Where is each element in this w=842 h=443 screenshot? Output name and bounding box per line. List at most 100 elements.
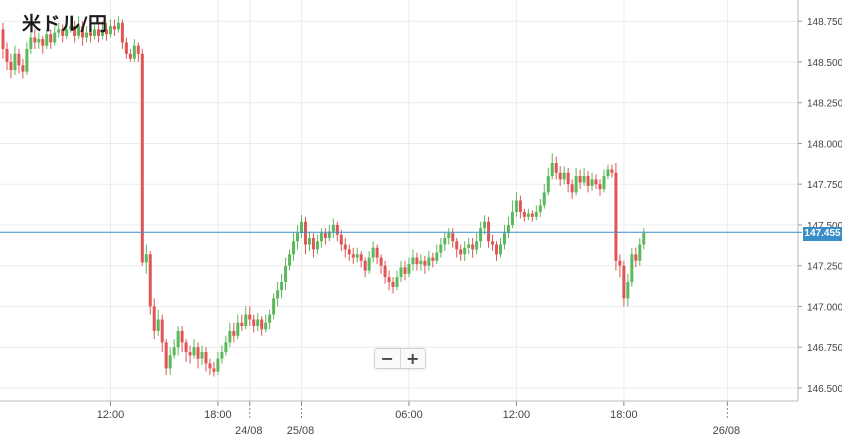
candle-body xyxy=(144,254,148,263)
current-price-label: 147.455 xyxy=(803,227,842,241)
candle-body xyxy=(132,45,136,59)
candle-body xyxy=(17,53,21,66)
candle-body xyxy=(1,29,5,49)
candle-body xyxy=(347,249,351,255)
candle-body xyxy=(21,65,25,72)
candle-body xyxy=(407,264,411,274)
candle-body xyxy=(499,244,502,255)
candle-body xyxy=(483,221,487,229)
candle-body xyxy=(97,29,101,36)
candle-body xyxy=(208,363,212,369)
candle-body xyxy=(375,247,379,258)
candle-body xyxy=(538,205,542,212)
candle-body xyxy=(65,29,69,36)
candle-body xyxy=(45,34,49,46)
candle-body xyxy=(172,347,176,356)
y-tick-label: 148.250 xyxy=(807,99,842,110)
candle-body xyxy=(311,237,315,250)
candle-body xyxy=(292,241,296,255)
candle-body xyxy=(411,257,415,265)
x-date-label: 26/08 xyxy=(713,425,741,437)
candle-body xyxy=(491,241,495,245)
candle-body xyxy=(558,172,562,180)
candle-body xyxy=(220,352,224,359)
candle-body xyxy=(582,176,586,183)
candle-body xyxy=(630,254,634,283)
candle-body xyxy=(148,254,152,307)
candle-body xyxy=(343,244,347,250)
x-tick-label: 12:00 xyxy=(503,409,531,421)
candle-body xyxy=(327,231,331,238)
zoom-out-button[interactable]: − xyxy=(380,349,394,368)
candle-body xyxy=(104,29,108,35)
candle-body xyxy=(216,358,220,372)
candle-body xyxy=(152,306,156,331)
candle-body xyxy=(196,347,200,359)
candle-body xyxy=(192,347,196,356)
candle-body xyxy=(204,352,208,364)
candle-body xyxy=(475,241,479,250)
candle-body xyxy=(264,322,268,330)
candle-body xyxy=(244,314,248,327)
candle-body xyxy=(248,314,252,320)
y-tick-label: 147.000 xyxy=(807,302,842,313)
candle-body xyxy=(53,32,57,43)
candle-body xyxy=(598,184,602,190)
candle-body xyxy=(224,342,228,353)
candle-body xyxy=(240,322,244,327)
candle-body xyxy=(622,265,626,299)
candle-body xyxy=(300,221,303,234)
candle-body xyxy=(124,42,128,54)
candle-body xyxy=(29,37,33,49)
candle-body xyxy=(518,200,522,212)
candle-body xyxy=(471,244,475,250)
candle-body xyxy=(574,176,578,193)
y-tick-label: 148.750 xyxy=(807,17,842,28)
candle-body xyxy=(228,330,232,343)
x-date-label: 25/08 xyxy=(287,425,315,437)
candle-body xyxy=(93,29,97,36)
candle-body xyxy=(479,228,483,242)
candle-body xyxy=(61,29,65,36)
chart-title: 米ドル/円 xyxy=(22,13,108,35)
candle-body xyxy=(522,211,526,217)
x-tick-label: 06:00 xyxy=(395,409,423,421)
candle-body xyxy=(510,211,514,225)
candle-body xyxy=(81,26,85,38)
candle-body xyxy=(367,257,371,271)
candle-body xyxy=(37,39,41,43)
candle-body xyxy=(176,330,180,348)
candle-body xyxy=(427,257,431,266)
candle-body xyxy=(431,257,435,261)
candle-body xyxy=(403,267,407,274)
candle-body xyxy=(371,247,375,258)
y-tick-label: 146.750 xyxy=(807,343,842,354)
candle-body xyxy=(618,260,622,266)
candle-body xyxy=(487,221,491,242)
candle-body xyxy=(546,176,550,193)
candle-body xyxy=(590,179,594,186)
candle-body xyxy=(435,252,439,261)
candle-body xyxy=(542,192,546,206)
candle-body xyxy=(359,254,363,261)
zoom-in-button[interactable]: + xyxy=(399,349,426,368)
candle-body xyxy=(260,319,264,330)
candle-body xyxy=(586,176,590,186)
candle-body xyxy=(610,169,614,173)
candle-body xyxy=(252,319,256,327)
candle-body xyxy=(638,244,642,261)
y-tick-label: 147.750 xyxy=(807,180,842,191)
x-tick-label: 18:00 xyxy=(204,409,232,421)
candle-body xyxy=(459,249,463,255)
candle-body xyxy=(188,352,192,356)
candle-body xyxy=(180,330,184,343)
candle-body xyxy=(399,267,403,278)
candle-body xyxy=(25,48,29,72)
candle-body xyxy=(184,342,188,353)
y-tick-label: 147.500 xyxy=(807,221,842,232)
candle-body xyxy=(323,233,327,238)
candle-body xyxy=(339,234,343,245)
zoom-control: − + xyxy=(374,348,426,369)
candle-body xyxy=(606,169,610,177)
